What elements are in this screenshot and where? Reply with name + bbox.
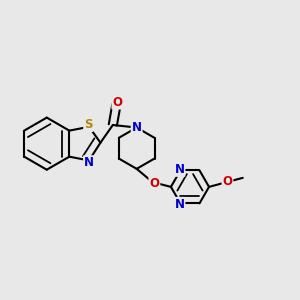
Text: N: N — [175, 198, 184, 211]
Text: O: O — [223, 175, 232, 188]
Text: N: N — [132, 121, 142, 134]
Text: N: N — [84, 156, 94, 169]
Text: N: N — [175, 163, 184, 176]
Text: O: O — [149, 177, 159, 190]
Text: O: O — [112, 96, 122, 109]
Text: S: S — [84, 118, 93, 131]
